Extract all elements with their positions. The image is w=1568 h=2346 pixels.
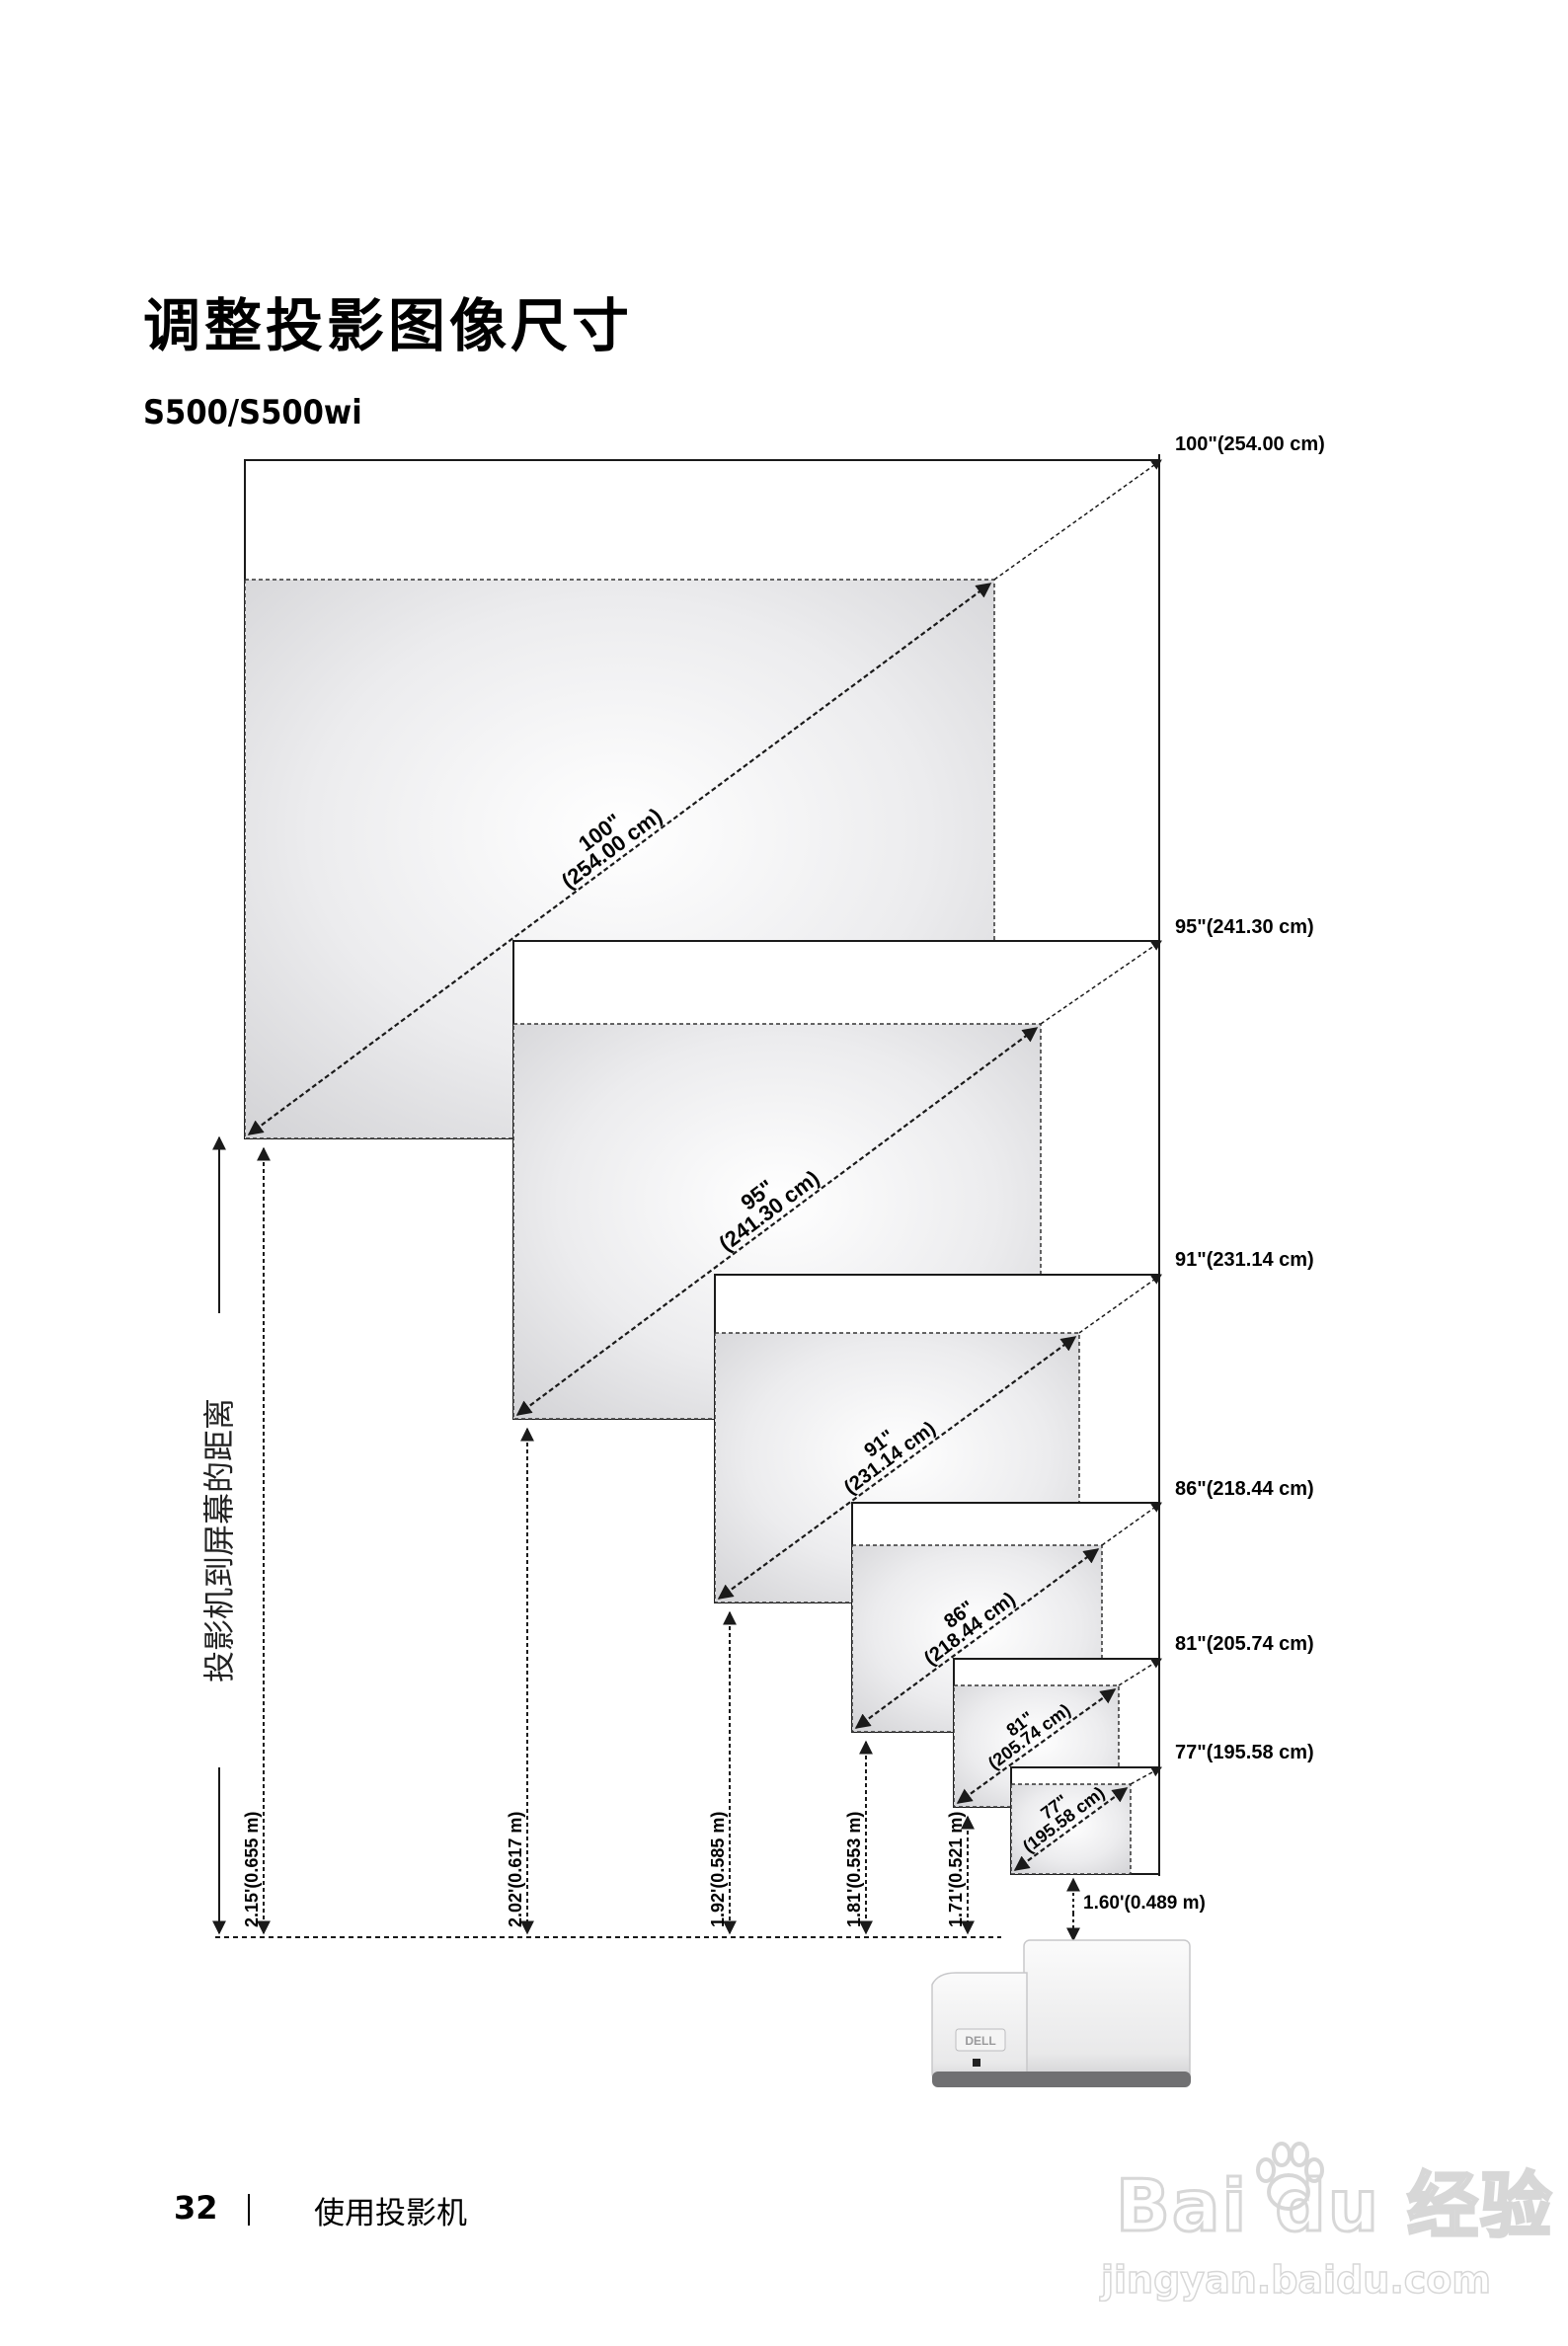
diagonal-dimension <box>1013 1787 1129 1871</box>
size-leader <box>1130 1766 1162 1785</box>
height-label: 1.81'(0.553 m) <box>844 1812 864 1927</box>
screen-size-label: 100"(254.00 cm) <box>1175 433 1325 455</box>
paw-icon <box>1256 2142 1324 2211</box>
projector-offset-label: 1.60'(0.489 m) <box>1083 1893 1206 1914</box>
height-label: 2.02'(0.617 m) <box>506 1812 525 1927</box>
projector-logo: DELL <box>965 2034 995 2048</box>
model-label: S500/S500wi <box>143 393 362 432</box>
distance-axis-label: 投影机到屏幕的距离 <box>200 1398 238 1682</box>
page-title: 调整投影图像尺寸 <box>143 292 634 359</box>
size-leader <box>1118 1658 1162 1686</box>
baidu-watermark: Bai du 经验 jingyan.baidu.com <box>1096 2113 1553 2310</box>
diagonal-dimension <box>717 1336 1077 1600</box>
projector-base <box>932 2072 1191 2087</box>
diagonal-dimension <box>854 1548 1100 1729</box>
diagonal-dimension <box>247 583 992 1135</box>
size-leader <box>1040 940 1162 1025</box>
screen-size-label: 91"(231.14 cm) <box>1175 1249 1314 1271</box>
projector-logo-plate <box>955 2028 1006 2052</box>
footer-divider <box>248 2194 250 2226</box>
screen-size-label: 86"(218.44 cm) <box>1175 1478 1314 1500</box>
height-label: 1.71'(0.521 m) <box>946 1812 966 1927</box>
screen-size-label: 77"(195.58 cm) <box>1175 1742 1314 1763</box>
projector-body-rear <box>1023 1939 1191 2082</box>
screen-size-label: 95"(241.30 cm) <box>1175 916 1314 938</box>
diagonal-dimension <box>956 1688 1117 1804</box>
watermark-brand: Bai du 经验 <box>1114 2163 1554 2249</box>
projector-sensor <box>973 2059 980 2067</box>
page-number: 32 <box>174 2189 218 2227</box>
watermark-url: jingyan.baidu.com <box>1100 2257 1492 2303</box>
screen-size-label: 81"(205.74 cm) <box>1175 1633 1314 1655</box>
size-leader <box>1101 1502 1162 1546</box>
size-leader <box>1078 1274 1162 1334</box>
diagonal-dimension <box>515 1027 1039 1416</box>
height-label: 2.15'(0.655 m) <box>242 1812 262 1927</box>
height-label: 1.92'(0.585 m) <box>708 1812 728 1927</box>
footer-section: 使用投影机 <box>314 2196 467 2231</box>
